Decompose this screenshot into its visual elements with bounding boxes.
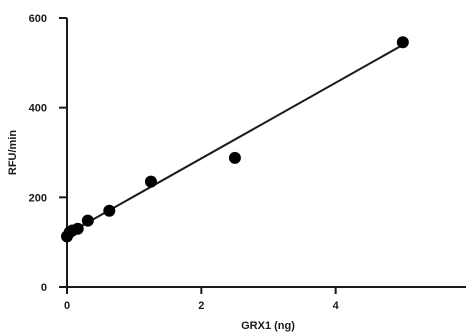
data-point xyxy=(81,214,94,227)
x-ticks: 0 2 4 xyxy=(64,287,340,312)
axes xyxy=(66,18,466,288)
y-tick-label: 400 xyxy=(29,103,47,115)
y-tick-label: 200 xyxy=(29,192,47,204)
data-point xyxy=(71,222,84,235)
y-tick-label: 0 xyxy=(41,282,47,294)
y-tick-label: 600 xyxy=(29,13,47,25)
data-point xyxy=(396,36,409,49)
x-tick-label: 4 xyxy=(333,300,340,312)
data-point xyxy=(103,204,116,217)
x-tick-label: 2 xyxy=(198,300,204,312)
y-axis-title: RFU/min xyxy=(7,130,19,176)
data-points xyxy=(61,36,409,243)
x-axis-title: GRX1 (ng) xyxy=(241,320,295,332)
x-tick-label: 0 xyxy=(64,300,70,312)
data-point xyxy=(144,175,157,188)
data-point xyxy=(228,151,241,164)
fit-line xyxy=(66,44,404,235)
y-ticks: 0 200 400 600 xyxy=(29,13,67,294)
